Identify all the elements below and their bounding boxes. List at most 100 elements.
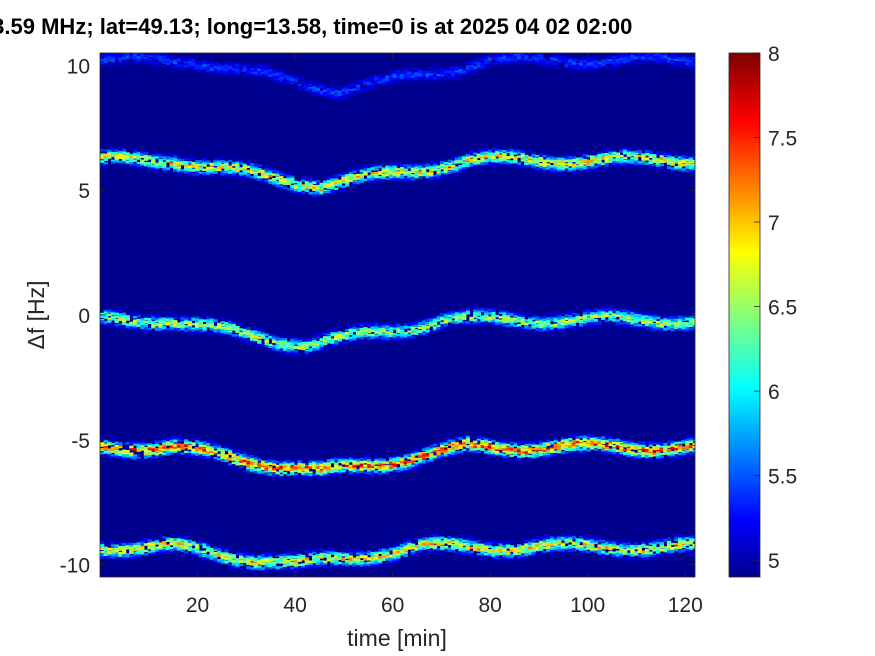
heat-cell <box>480 307 485 311</box>
heat-cell <box>191 157 196 160</box>
heat-cell <box>582 57 588 61</box>
heat-cell <box>162 162 167 166</box>
heat-cell <box>246 69 251 73</box>
heat-cell <box>546 312 551 316</box>
heat-cell <box>191 64 196 67</box>
heat-cell <box>114 312 119 316</box>
heat-cell <box>557 169 562 172</box>
heat-cell <box>213 171 218 174</box>
heat-cell <box>154 169 160 172</box>
heat-cell <box>388 69 394 73</box>
heat-cell <box>674 167 679 171</box>
heat-cell <box>334 89 339 93</box>
heat-cell <box>356 173 361 177</box>
heat-cell <box>103 320 108 324</box>
heat-cell <box>191 316 196 320</box>
heat-cell <box>502 161 507 164</box>
heat-cell <box>184 325 189 328</box>
heat-cell <box>202 329 207 333</box>
heat-cell <box>315 88 321 92</box>
heat-cell <box>231 167 236 171</box>
heat-cell <box>432 323 438 326</box>
heat-cell <box>421 164 427 167</box>
heat-cell <box>571 171 577 174</box>
heat-cell <box>432 80 438 83</box>
heat-cell <box>334 326 339 330</box>
heat-cell <box>487 149 492 153</box>
heat-cell <box>279 71 284 74</box>
heat-cell <box>341 181 346 184</box>
heat-cell <box>246 329 251 333</box>
heat-cell <box>162 152 167 155</box>
heat-cell <box>162 154 167 158</box>
heat-cell <box>502 61 507 64</box>
heat-cell <box>593 323 599 327</box>
heat-cell <box>143 167 149 170</box>
heat-cell <box>323 87 328 90</box>
heat-cell <box>345 97 350 100</box>
heat-cell <box>542 64 547 67</box>
heat-cell <box>681 58 686 61</box>
heat-cell <box>403 334 408 338</box>
heat-cell <box>348 339 353 342</box>
heat-cell <box>110 53 116 55</box>
heat-cell <box>509 61 514 64</box>
heat-cell <box>498 316 503 319</box>
heat-cell <box>535 315 540 319</box>
heat-cell <box>564 61 569 64</box>
heat-cell <box>421 318 427 321</box>
heat-cell <box>630 57 635 60</box>
heat-cell <box>195 327 200 331</box>
heat-cell <box>151 331 156 334</box>
heat-cell <box>659 163 664 166</box>
heat-cell <box>648 53 653 55</box>
heat-cell <box>286 346 291 350</box>
heat-cell <box>392 327 397 330</box>
heat-cell <box>162 320 167 323</box>
heat-cell <box>396 176 401 180</box>
heat-cell <box>202 157 207 161</box>
heat-cell <box>480 63 485 66</box>
heat-cell <box>568 56 573 59</box>
heat-cell <box>198 62 203 65</box>
heat-cell <box>304 186 310 189</box>
heat-cell <box>286 349 291 352</box>
heat-cell <box>132 324 138 328</box>
heat-cell <box>491 314 496 317</box>
heat-cell <box>334 334 339 337</box>
heat-cell <box>217 332 222 335</box>
heat-cell <box>677 168 683 172</box>
heat-cell <box>469 66 474 69</box>
heat-cell <box>367 82 372 86</box>
heat-cell <box>663 151 668 155</box>
heat-cell <box>432 320 438 324</box>
heat-cell <box>623 57 628 61</box>
heat-cell <box>520 62 525 65</box>
heat-cell <box>268 343 273 347</box>
heat-cell <box>626 61 631 64</box>
heat-cell <box>370 175 375 178</box>
heat-cell <box>100 164 105 167</box>
heat-cell <box>260 334 266 337</box>
heat-cell <box>484 310 489 313</box>
heat-cell <box>279 187 284 190</box>
heat-cell <box>513 164 518 168</box>
heat-cell <box>601 62 606 65</box>
heat-cell <box>480 149 485 153</box>
heat-cell <box>202 159 207 162</box>
heat-cell <box>136 157 141 160</box>
heat-cell <box>418 74 423 78</box>
heat-cell <box>538 153 544 156</box>
heat-cell <box>527 149 533 152</box>
heat-cell <box>443 67 449 70</box>
heat-cell <box>286 344 291 348</box>
heat-cell <box>421 333 427 337</box>
heat-cell <box>597 151 602 155</box>
heat-cell <box>451 155 456 159</box>
heat-cell <box>396 76 401 79</box>
heat-cell <box>608 154 613 158</box>
heat-cell <box>129 50 133 52</box>
heat-cell <box>593 312 599 315</box>
heat-cell <box>242 68 247 72</box>
heat-cell <box>110 57 116 60</box>
